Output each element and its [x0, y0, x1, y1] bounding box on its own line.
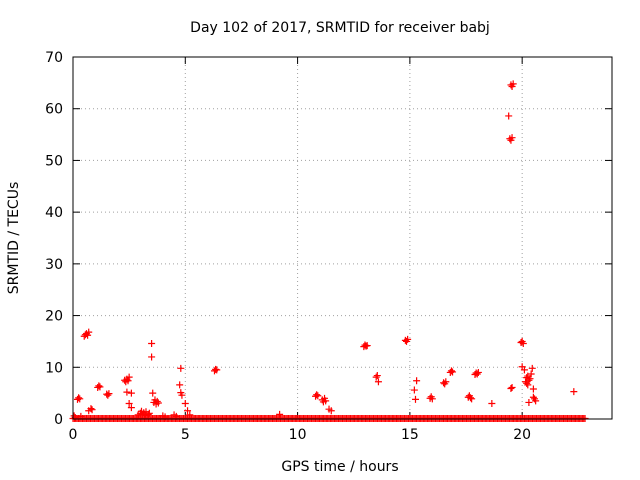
data-point — [141, 411, 149, 419]
data-point — [322, 397, 330, 405]
data-point — [410, 386, 418, 394]
data-point — [153, 397, 161, 405]
grid-lines — [73, 57, 612, 419]
data-point — [570, 388, 578, 396]
data-point — [75, 394, 83, 402]
data-point — [524, 381, 532, 389]
data-point — [404, 335, 412, 343]
y-axis-label: SRMTID / TECUs — [6, 182, 22, 295]
y-tick-label: 50 — [45, 153, 63, 169]
data-point — [87, 405, 95, 413]
data-point — [374, 378, 382, 386]
data-point — [124, 377, 132, 385]
data-points — [69, 80, 589, 422]
data-point — [186, 411, 194, 419]
data-point — [276, 410, 284, 418]
y-tick-label: 40 — [45, 205, 63, 221]
data-point — [468, 395, 476, 403]
data-point — [520, 366, 528, 374]
y-tick-label: 20 — [45, 309, 63, 325]
data-point — [176, 381, 184, 389]
x-tick-label: 15 — [401, 427, 419, 443]
x-tick-label: 0 — [69, 427, 78, 443]
data-point — [104, 391, 112, 399]
data-point — [184, 407, 192, 415]
y-tick-label: 60 — [45, 102, 63, 118]
data-point — [145, 409, 153, 417]
data-point — [581, 414, 589, 422]
data-point — [473, 370, 481, 378]
data-point — [528, 364, 536, 372]
data-point — [105, 390, 113, 398]
x-tick-label: 5 — [181, 427, 190, 443]
data-point — [532, 397, 540, 405]
y-tick-label: 30 — [45, 257, 63, 273]
data-point — [76, 395, 84, 403]
data-point — [213, 366, 221, 374]
data-point — [411, 395, 419, 403]
data-point — [413, 377, 421, 385]
data-point — [144, 410, 152, 418]
data-point — [363, 342, 371, 350]
data-point — [527, 370, 535, 378]
data-point — [148, 339, 156, 347]
data-point — [505, 112, 513, 120]
data-point — [508, 383, 516, 391]
data-point — [372, 373, 380, 381]
data-point — [313, 391, 321, 399]
plot-frame — [72, 56, 613, 420]
data-point — [529, 393, 537, 401]
data-point — [519, 339, 527, 347]
data-point — [526, 375, 534, 383]
x-tick-label: 20 — [513, 427, 531, 443]
data-point — [428, 395, 436, 403]
data-point — [474, 368, 482, 376]
data-point — [508, 134, 516, 142]
data-point — [449, 368, 457, 376]
data-point — [127, 404, 135, 412]
axis-ticks: 0 5 10 15 20 0 10 20 30 40 50 60 70 — [45, 50, 612, 443]
data-point — [154, 399, 162, 407]
data-point — [125, 373, 133, 381]
data-point — [529, 385, 537, 393]
data-point — [177, 364, 185, 372]
data-point — [314, 392, 322, 400]
data-point — [488, 399, 496, 407]
data-point — [327, 407, 335, 415]
data-point — [96, 383, 104, 391]
data-point — [523, 379, 531, 387]
data-point — [509, 80, 517, 88]
data-point — [178, 391, 186, 399]
data-point — [373, 372, 381, 380]
data-point — [149, 389, 157, 397]
data-point — [467, 394, 475, 402]
data-point — [447, 367, 455, 375]
data-point — [525, 398, 533, 406]
data-point — [125, 399, 133, 407]
y-tick-label: 10 — [45, 360, 63, 376]
data-point — [181, 399, 189, 407]
y-tick-label: 0 — [54, 412, 63, 428]
data-point — [507, 384, 515, 392]
y-tick-label: 70 — [45, 50, 63, 66]
data-point — [95, 382, 103, 390]
x-tick-label: 10 — [289, 427, 307, 443]
data-point — [84, 331, 92, 339]
data-point — [88, 406, 96, 414]
data-point — [148, 353, 156, 361]
data-point — [127, 389, 135, 397]
data-point — [70, 412, 78, 420]
x-axis-label: GPS time / hours — [281, 459, 398, 475]
chart-title: Day 102 of 2017, SRMTID for receiver bab… — [190, 20, 490, 36]
data-point — [85, 328, 93, 336]
data-point — [123, 388, 131, 396]
data-point — [442, 378, 450, 386]
